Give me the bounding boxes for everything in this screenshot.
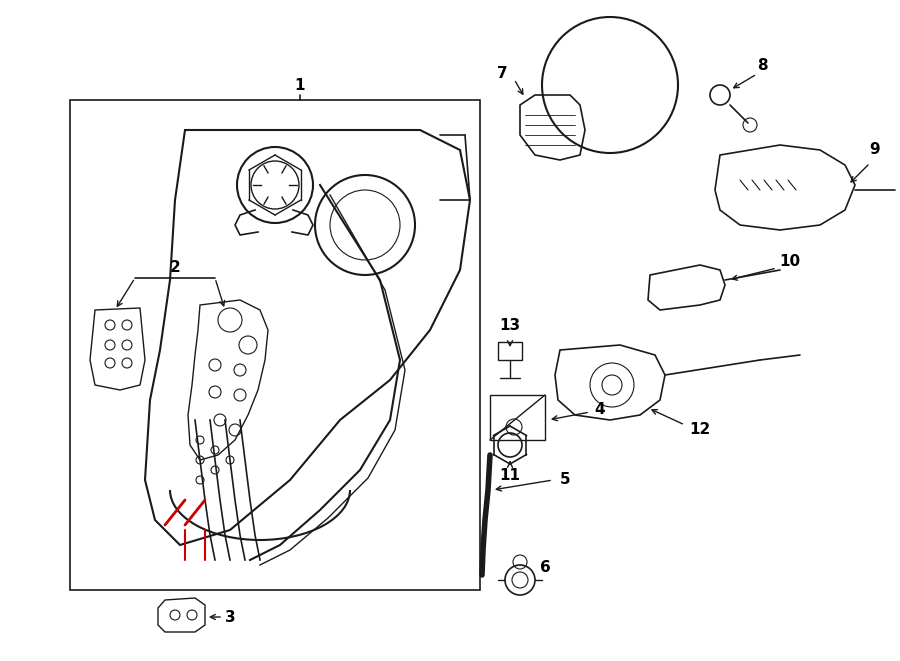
Text: 13: 13 (500, 317, 520, 332)
Text: 4: 4 (595, 403, 606, 418)
Text: 12: 12 (689, 422, 711, 438)
Text: 9: 9 (869, 143, 880, 157)
Text: 7: 7 (497, 67, 508, 81)
Text: 8: 8 (757, 58, 768, 73)
Text: 11: 11 (500, 467, 520, 483)
Text: 5: 5 (560, 473, 571, 488)
Text: 10: 10 (779, 254, 801, 270)
Text: 6: 6 (540, 561, 551, 576)
Text: 1: 1 (295, 77, 305, 93)
Text: 2: 2 (169, 260, 180, 276)
Text: 3: 3 (225, 609, 235, 625)
